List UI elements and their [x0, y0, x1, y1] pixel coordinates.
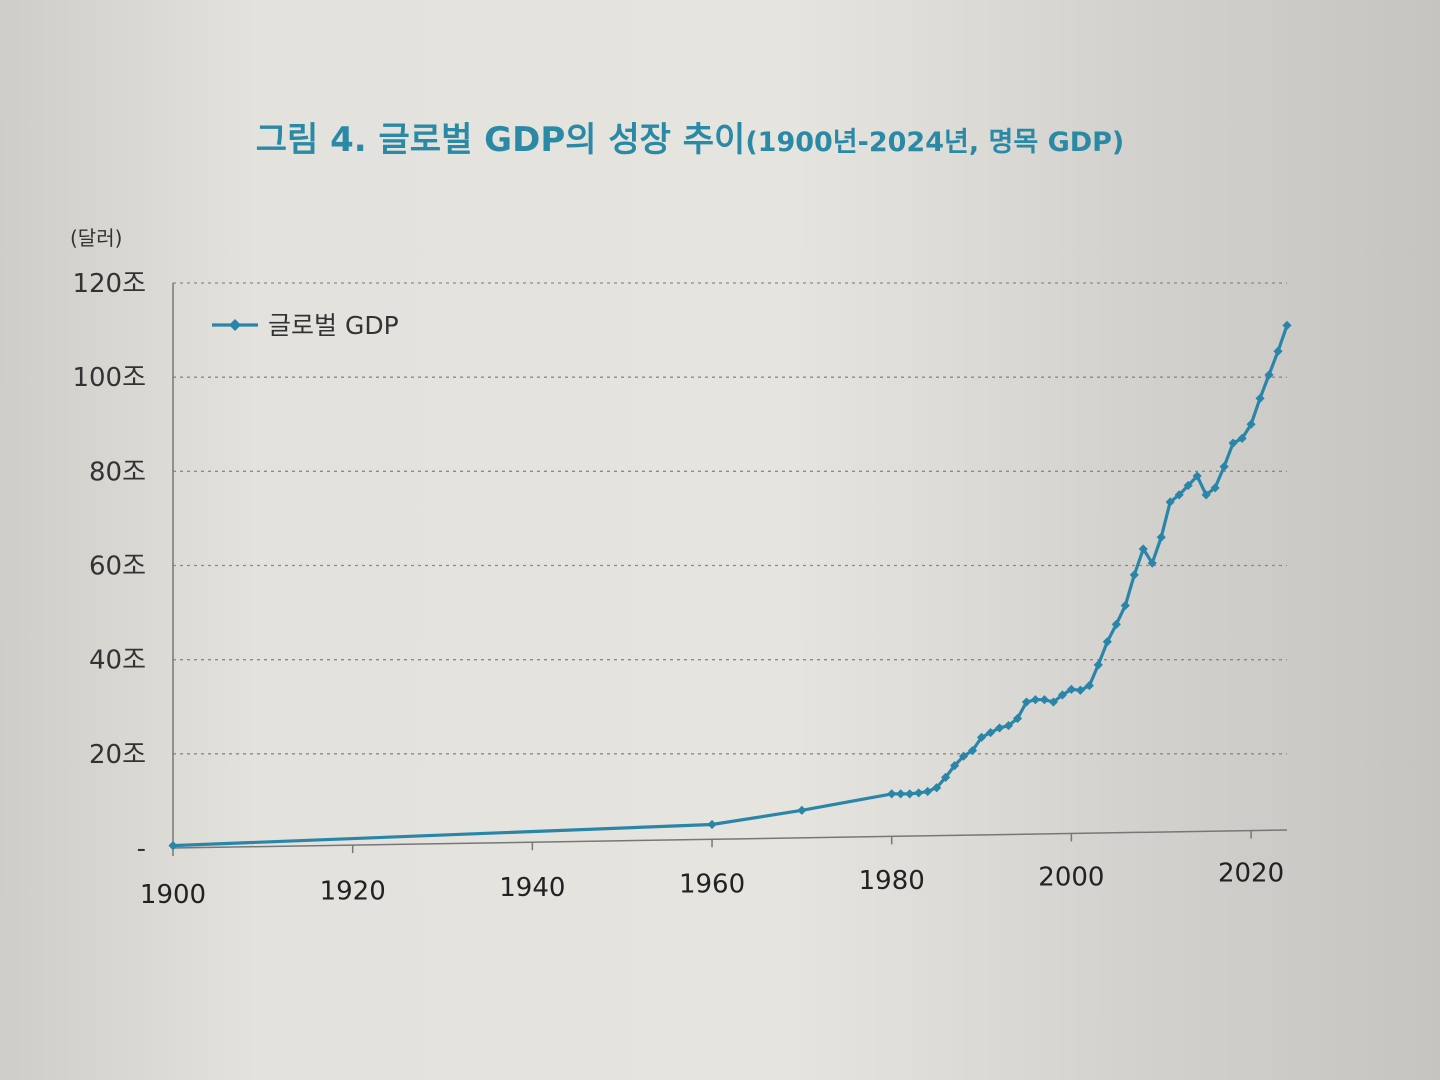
data-point-2015: [1201, 490, 1211, 500]
x-tick-label-2020: 2020: [1218, 859, 1284, 889]
data-point-2022: [1264, 370, 1274, 380]
data-point-1960: [707, 819, 717, 830]
data-point-2000: [1066, 684, 1076, 694]
chart-subtitle: (1900년-2024년, 명목 GDP): [745, 127, 1125, 158]
data-point-1970: [797, 805, 807, 815]
data-point-1980: [887, 789, 897, 799]
data-point-1992: [994, 723, 1005, 733]
data-point-1996: [1030, 695, 1041, 705]
y-tick-label-60: 60조: [89, 552, 146, 582]
legend-marker: [229, 319, 241, 331]
data-point-2011: [1165, 497, 1175, 507]
data-point-1999: [1057, 690, 1068, 700]
data-point-2008: [1138, 544, 1148, 554]
data-point-1900: [168, 841, 178, 851]
data-point-2010: [1156, 532, 1166, 542]
data-point-1986: [941, 772, 951, 782]
data-point-1997: [1039, 695, 1050, 705]
series-line-global-gdp: [172, 324, 1289, 848]
data-point-2023: [1273, 346, 1283, 356]
y-tick-label-0: -: [137, 834, 146, 864]
data-point-2013: [1183, 480, 1193, 491]
data-point-1983: [914, 788, 924, 798]
data-point-1981: [896, 789, 906, 799]
data-point-2007: [1129, 570, 1139, 580]
data-point-2005: [1111, 619, 1121, 629]
data-point-2002: [1084, 680, 1094, 691]
data-point-2020: [1246, 419, 1256, 429]
y-tick-label-120: 120조: [72, 269, 146, 299]
data-point-1993: [1003, 720, 1014, 731]
data-point-1988: [958, 751, 969, 761]
data-point-2019: [1237, 433, 1247, 443]
chart-title: 그림 4. 글로벌 GDP의 성장 추이: [255, 120, 746, 160]
x-tick-label-1980: 1980: [859, 866, 925, 896]
y-tick-label-80: 80조: [89, 457, 146, 487]
data-point-1985: [932, 783, 942, 793]
data-point-2024: [1282, 320, 1292, 330]
data-point-1995: [1021, 697, 1032, 707]
x-tick-label-1920: 1920: [320, 876, 386, 906]
data-point-1998: [1048, 697, 1059, 707]
data-point-2017: [1219, 462, 1229, 472]
data-point-1990: [976, 732, 987, 742]
series-group: [168, 320, 1292, 851]
grid-lines: [173, 282, 1287, 755]
x-tick-labels: 1900 1920 1940 1960 1980 2000 2020: [140, 859, 1284, 910]
data-point-1989: [967, 745, 978, 756]
data-point-2004: [1102, 637, 1112, 647]
data-point-2014: [1192, 471, 1202, 481]
data-point-2006: [1120, 600, 1130, 611]
data-point-1982: [905, 789, 915, 799]
x-tick-label-2000: 2000: [1038, 862, 1104, 892]
chart-title-block: 그림 4. 글로벌 GDP의 성장 추이(1900년-2024년, 명목 GDP…: [0, 112, 1380, 161]
data-point-1987: [949, 761, 960, 771]
axes: [172, 283, 1288, 856]
data-point-2016: [1210, 483, 1220, 493]
y-tick-label-40: 40조: [89, 646, 146, 676]
data-point-1994: [1012, 713, 1023, 724]
data-point-2001: [1075, 685, 1085, 695]
data-point-1991: [985, 728, 996, 738]
x-tick-label-1900: 1900: [140, 880, 206, 910]
data-point-2009: [1147, 558, 1157, 568]
y-tick-label-100: 100조: [72, 363, 146, 393]
y-tick-labels: - 20조 40조 60조 80조 100조 120조: [72, 269, 146, 864]
data-point-2012: [1174, 490, 1184, 500]
data-point-2003: [1093, 660, 1103, 670]
data-point-1984: [923, 786, 933, 797]
x-tick-label-1940: 1940: [499, 873, 565, 903]
y-unit-label: (달러): [70, 226, 123, 250]
x-axis-line: [172, 829, 1288, 849]
x-tick-label-1960: 1960: [679, 869, 745, 899]
data-point-2018: [1228, 438, 1238, 448]
y-tick-label-20: 20조: [89, 740, 146, 770]
data-point-2021: [1255, 393, 1265, 403]
legend-label: 글로벌 GDP: [268, 311, 399, 340]
legend: 글로벌 GDP: [212, 311, 399, 340]
